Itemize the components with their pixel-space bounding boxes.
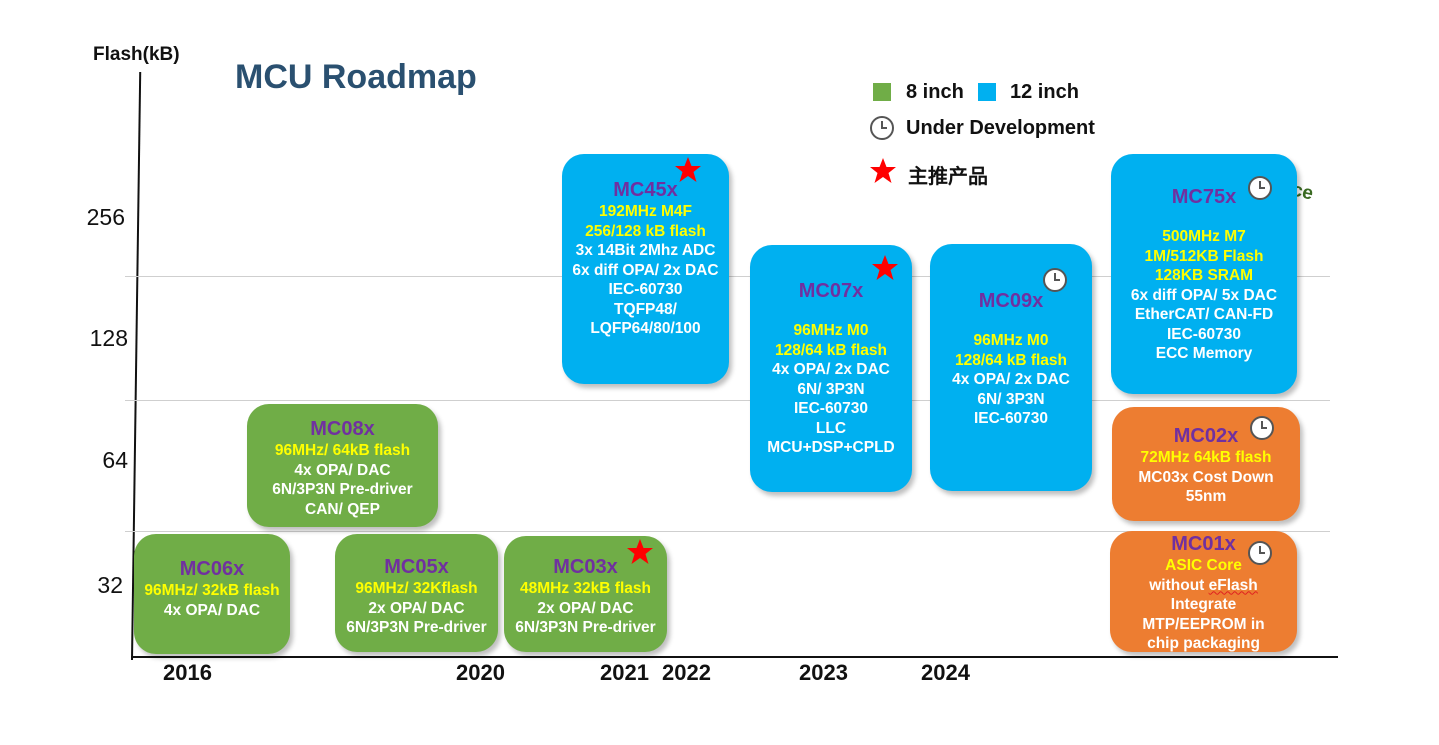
legend-star-label: 主推产品 — [908, 166, 988, 188]
product-spec: MC03x Cost Down — [1138, 468, 1274, 486]
product-name: MC03x — [553, 556, 618, 578]
product-mc08x: MC08x 96MHz/ 64kB flash 4x OPA/ DAC 6N/3… — [247, 404, 438, 527]
product-spec: 4x OPA/ 2x DAC — [772, 361, 890, 378]
clock-icon — [1250, 416, 1274, 440]
product-spec: 96MHz/ 32Kflash — [355, 580, 478, 597]
product-mc03x: MC03x 48MHz 32kB flash 2x OPA/ DAC 6N/3P… — [504, 536, 667, 652]
product-spec: 96MHz/ 32kB flash — [144, 582, 280, 599]
product-mc06x: MC06x 96MHz/ 32kB flash 4x OPA/ DAC — [134, 534, 290, 654]
legend-8inch-swatch — [873, 83, 891, 101]
product-spec: 2x OPA/ DAC — [537, 599, 634, 617]
product-spec: 96MHz M0 — [973, 332, 1049, 349]
flagship-star-icon — [872, 255, 898, 280]
product-spec: IEC-60730 — [793, 400, 869, 417]
product-spec: 256/128 kB flash — [585, 222, 706, 240]
product-spec: 128/64 kB flash — [954, 351, 1067, 369]
flagship-star-icon — [675, 157, 701, 182]
x-tick-2022: 2022 — [662, 660, 711, 685]
product-spec: ASIC Core — [1165, 557, 1242, 574]
product-spec: 48MHz 32kB flash — [520, 580, 651, 597]
product-name: MC02x — [1173, 425, 1239, 447]
product-spec: MCU+DSP+CPLD — [767, 439, 895, 456]
flagship-star-icon — [627, 539, 653, 564]
page-title: MCU Roadmap — [235, 58, 477, 96]
product-spec: 4x OPA/ DAC — [163, 601, 261, 619]
product-spec: IEC-60730 — [608, 281, 683, 298]
product-name: MC75x — [1171, 186, 1237, 208]
product-spec: EtherCAT/ CAN-FD — [1134, 306, 1274, 323]
product-spec: IEC-60730 — [1166, 325, 1242, 343]
product-name: MC07x — [798, 280, 864, 302]
product-spec: 6N/3P3N Pre-driver — [515, 619, 656, 636]
product-spec-part: eFlash — [1208, 576, 1258, 594]
product-spec: 6N/ 3P3N — [977, 390, 1045, 408]
product-name: MC08x — [310, 418, 375, 440]
y-tick-32: 32 — [97, 572, 123, 598]
product-name: MC06x — [179, 558, 245, 580]
product-name: MC45x — [613, 179, 678, 201]
product-spec: 128/64 kB flash — [774, 341, 887, 359]
product-name: MC01x — [1171, 533, 1236, 555]
clock-icon — [1248, 541, 1272, 565]
legend-star-icon — [870, 158, 896, 183]
product-name: MC09x — [978, 290, 1044, 312]
legend-12inch-label: 12 inch — [1010, 81, 1079, 103]
product-spec-part: without — [1149, 576, 1209, 594]
product-mc05x: MC05x 96MHz/ 32Kflash 2x OPA/ DAC 6N/3P3… — [335, 534, 498, 652]
y-tick-64: 64 — [102, 447, 128, 473]
legend-clock-icon — [870, 116, 894, 140]
product-spec: chip packaging — [1147, 635, 1260, 652]
y-tick-256: 256 — [86, 204, 125, 230]
product-mc07x: MC07x 96MHz M0 128/64 kB flash 4x OPA/ 2… — [750, 245, 912, 492]
product-spec: 128KB SRAM — [1154, 267, 1254, 284]
legend-8inch-label: 8 inch — [906, 81, 964, 103]
product-spec: 192MHz M4F — [598, 203, 693, 220]
y-axis-title: Flash(kB) — [93, 44, 180, 65]
product-spec: LLC — [815, 419, 847, 437]
gridline-64 — [125, 531, 1330, 532]
product-spec: 72MHz 64kB flash — [1140, 449, 1272, 466]
x-tick-2016: 2016 — [163, 660, 212, 685]
product-spec: 96MHz M0 — [793, 322, 869, 339]
product-spec: without eFlash — [1110, 576, 1297, 596]
product-spec: 6x diff OPA/ 5x DAC — [1130, 286, 1278, 304]
product-spec: ECC Memory — [1155, 345, 1253, 362]
product-spec: CAN/ QEP — [305, 500, 380, 518]
legend-dev-label: Under Development — [906, 117, 1095, 139]
product-spec: 4x OPA/ DAC — [294, 461, 391, 479]
product-name: MC05x — [384, 556, 449, 578]
product-spec: 55nm — [1185, 488, 1227, 505]
product-spec: 2x OPA/ DAC — [368, 599, 465, 617]
product-spec: LQFP64/80/100 — [590, 320, 701, 337]
product-spec: 4x OPA/ 2x DAC — [952, 371, 1070, 388]
legend-12inch-swatch — [978, 83, 996, 101]
product-mc75x: MC75x 500MHz M7 1M/512KB Flash 128KB SRA… — [1111, 154, 1297, 394]
x-tick-2023: 2023 — [799, 660, 848, 685]
product-spec: Integrate — [1170, 596, 1237, 613]
product-spec: MTP/EEPROM in — [1142, 615, 1265, 633]
y-tick-128: 128 — [89, 325, 128, 351]
clock-icon — [1248, 176, 1272, 200]
product-spec: 6x diff OPA/ 2x DAC — [572, 261, 719, 279]
product-spec: 6N/3P3N Pre-driver — [272, 481, 413, 498]
x-axis-line — [131, 656, 1338, 658]
clock-icon — [1043, 268, 1067, 292]
product-spec: 500MHz M7 — [1162, 228, 1246, 245]
product-spec: TQFP48/ — [614, 300, 677, 318]
product-spec: 96MHz/ 64kB flash — [274, 442, 411, 459]
product-spec: 3x 14Bit 2Mhz ADC — [575, 242, 716, 259]
product-spec: IEC-60730 — [973, 410, 1049, 427]
x-tick-2021: 2021 — [600, 660, 649, 685]
product-mc45x: MC45x 192MHz M4F 256/128 kB flash 3x 14B… — [562, 154, 729, 384]
product-spec: 6N/3P3N Pre-driver — [346, 619, 487, 636]
product-spec: 1M/512KB Flash — [1144, 247, 1264, 265]
product-spec: 6N/ 3P3N — [797, 380, 865, 398]
x-tick-2024: 2024 — [921, 660, 970, 685]
gridline-128 — [125, 400, 1330, 401]
x-tick-2020: 2020 — [456, 660, 505, 685]
